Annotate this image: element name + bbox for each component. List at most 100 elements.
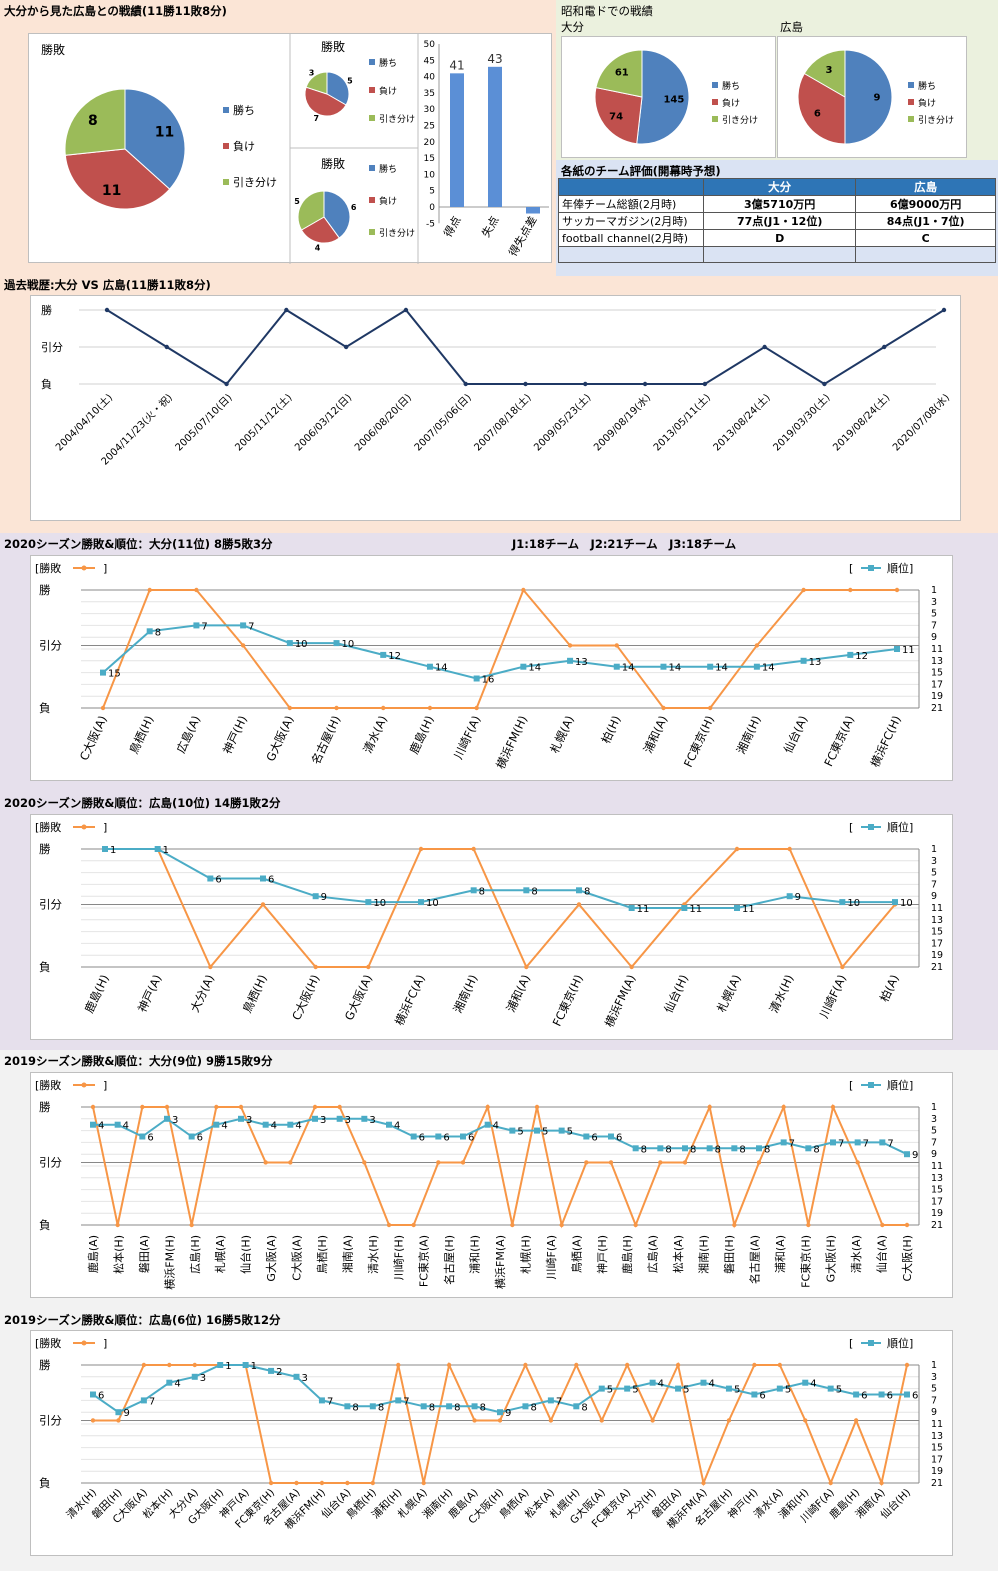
history-point-9 xyxy=(642,381,648,387)
c4-rank-point-1 xyxy=(115,1409,122,1416)
c2-rank-point-7 xyxy=(470,887,477,894)
c2-rank-point-8 xyxy=(523,887,530,894)
c3-xlabel-19: 鳥栖(A) xyxy=(569,1235,583,1273)
c3-xlabel-26: 名古屋(A) xyxy=(747,1235,761,1284)
c1-rank-point-15 xyxy=(800,657,807,664)
pie-small1-label-1: 7 xyxy=(313,114,319,123)
pie-small1-legend-swatch-1 xyxy=(369,87,375,93)
c3-rank-point-13 xyxy=(410,1133,417,1140)
c1-rank-point-6 xyxy=(380,651,387,658)
c3-rank-point-19 xyxy=(558,1127,565,1134)
c4-rank-point-28 xyxy=(802,1379,809,1386)
c3-rank-tick-3: 7 xyxy=(931,1137,937,1148)
c3-rank-label-0: 4 xyxy=(98,1121,104,1132)
c3-rank-point-25 xyxy=(706,1145,713,1152)
c1-result-point-0 xyxy=(100,705,106,711)
c4-result-point-12 xyxy=(396,1362,401,1368)
c4-rank-tick-3: 7 xyxy=(931,1395,937,1406)
c1-xlabel-3: 神戸(H) xyxy=(220,713,250,756)
showa-hiro-legend-text-1: 負け xyxy=(918,97,936,109)
head-to-head-title: 大分から見た広島との戦績(11勝11敗8分) xyxy=(4,4,227,18)
c1-rank-point-12 xyxy=(660,663,667,670)
c3-rank-label-13: 6 xyxy=(419,1133,425,1144)
c1-rank-point-1 xyxy=(146,628,153,635)
c3-result-point-32 xyxy=(880,1222,885,1228)
eval-cell-1-2: 84点(J1・7位) xyxy=(855,212,996,230)
c2-rank-label-9: 8 xyxy=(584,886,590,897)
c4-result-point-24 xyxy=(701,1480,706,1486)
c2-rank-label-0: 1 xyxy=(110,845,116,856)
c3-rank-label-18: 5 xyxy=(542,1127,548,1138)
c3-rank-point-26 xyxy=(731,1145,738,1152)
c1-xlabel-14: 湘南(H) xyxy=(734,713,764,756)
c4-rank-point-4 xyxy=(191,1373,198,1380)
pie-main-legend-swatch-2 xyxy=(223,179,229,185)
eval-header-1: 大分 xyxy=(702,178,857,196)
c3-result-point-10 xyxy=(337,1104,342,1110)
c3-xlabel-23: 松本(A) xyxy=(671,1235,685,1273)
pie-small2-slice-0 xyxy=(323,190,351,239)
c2-rank-point-14 xyxy=(839,899,846,906)
c1-xlabel-0: C大阪(A) xyxy=(77,713,110,762)
c2-xlabel-9: FC東京(H) xyxy=(550,972,586,1028)
c4-result-point-23 xyxy=(675,1362,681,1368)
c4-rank-tick-1: 3 xyxy=(931,1372,937,1383)
c1-xlabel-9: 横浜FM(H) xyxy=(493,713,530,771)
c3-rank-tick-6: 13 xyxy=(931,1173,943,1184)
c3-rank-label-31: 7 xyxy=(863,1138,869,1149)
pie-small2-label-2: 5 xyxy=(294,197,300,206)
history-point-7 xyxy=(523,381,528,387)
c2-rank-label-14: 10 xyxy=(847,898,860,909)
c3-rank-label-25: 8 xyxy=(715,1144,721,1155)
c2-result-point-2 xyxy=(208,964,213,970)
c4-result-point-0 xyxy=(90,1418,96,1423)
history-point-12 xyxy=(822,381,827,387)
c3-rank-label-16: 4 xyxy=(493,1121,499,1132)
c2-rank-tick-4: 9 xyxy=(931,891,937,902)
c1-legend-right: [ xyxy=(849,562,853,575)
c4-rank-label-5: 1 xyxy=(225,1361,231,1372)
c1-result-line xyxy=(102,588,897,709)
showa-oita-pie-slice-1 xyxy=(594,86,643,145)
c2-result-point-8 xyxy=(524,964,529,970)
c3-xlabel-7: G大阪(A) xyxy=(264,1235,278,1282)
c3-rank-label-29: 8 xyxy=(813,1144,819,1155)
c4-result-point-25 xyxy=(726,1418,732,1423)
c3-xlabel-15: 浦和(H) xyxy=(469,1235,482,1274)
c2-rank-label-6: 10 xyxy=(426,898,439,909)
c3-result-point-16 xyxy=(485,1104,490,1110)
c1-rank-point-16 xyxy=(847,651,854,658)
c2-rank-label-1: 1 xyxy=(163,845,169,856)
eval-table: 大分 広島 年俸チーム総額(2月時) 3億5710万円 6億9000万円 サッカーマガジン… xyxy=(558,178,996,263)
bar-1 xyxy=(488,66,502,207)
c2-rank-label-12: 11 xyxy=(742,904,755,915)
chart4-title: 2019シーズン勝敗&順位：広島(6位) 16勝5敗12分 xyxy=(4,1313,281,1327)
c3-xlabel-4: 広島(H) xyxy=(188,1235,202,1274)
c4-rank-label-16: 9 xyxy=(505,1408,511,1419)
c3-xlabel-2: 磐田(A) xyxy=(137,1235,151,1273)
c1-rank-tick-1: 3 xyxy=(931,597,937,608)
history-panel: 勝引分負 2004/04/10(土) 2004/11/23(火・祝) 2005/07/… xyxy=(30,295,961,521)
c2-rank-point-4 xyxy=(312,893,319,900)
c1-rank-tick-8: 17 xyxy=(931,679,943,690)
c4-result-point-10 xyxy=(345,1480,350,1486)
c4-result-point-2 xyxy=(141,1362,147,1368)
c2-xlabel-14: 川崎F(A) xyxy=(817,972,849,1020)
eval-header-0 xyxy=(558,178,704,196)
showa-hiroshima-label: 広島 xyxy=(780,20,803,34)
pie-small2-legend-text-1: 負け xyxy=(379,195,397,207)
c3-xlabel-32: C大阪(H) xyxy=(900,1235,914,1282)
history-date-13: 2019/08/24(土) xyxy=(830,391,893,454)
bar-ytick-5: 25 xyxy=(424,122,435,132)
c4-legend-left-close: ] xyxy=(103,1337,107,1350)
pie-small1-slice-2 xyxy=(305,71,328,95)
bar-0 xyxy=(450,73,464,207)
c3-xlabel-20: 神戸(H) xyxy=(595,1235,609,1274)
c3-xlabel-5: 札幌(A) xyxy=(213,1235,227,1273)
c2-xlabel-8: 浦和(A) xyxy=(504,972,534,1014)
c4-rank-point-6 xyxy=(242,1362,249,1368)
c4-result-point-31 xyxy=(879,1480,884,1486)
c1-rank-point-8 xyxy=(473,675,480,682)
pie-small1-legend-text-1: 負け xyxy=(379,85,397,97)
c3-result-point-31 xyxy=(855,1160,860,1165)
